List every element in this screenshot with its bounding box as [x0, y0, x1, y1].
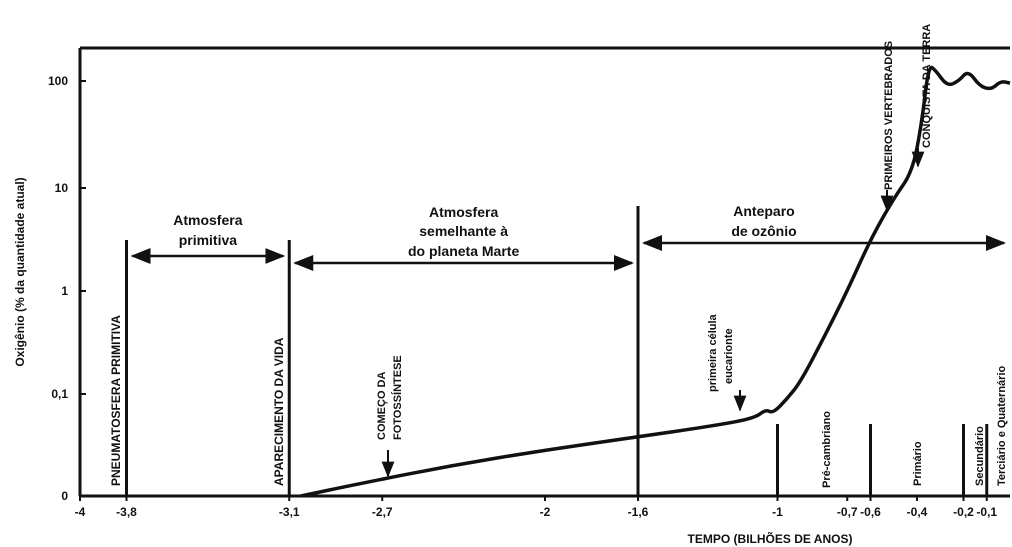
- oxygen-curve: [300, 65, 1011, 498]
- event-label-primeira-celula: primeira célula: [707, 313, 719, 392]
- region-label: Anteparo: [733, 203, 794, 219]
- region-label: Atmosfera: [173, 212, 242, 228]
- x-tick-label: -1,6: [628, 505, 649, 519]
- region-label: semelhante à: [419, 223, 508, 239]
- y-tick-label: 0,1: [51, 387, 68, 401]
- event-label-comeco: COMEÇO DA: [376, 372, 388, 441]
- x-tick-label: -0,6: [860, 505, 881, 519]
- era-label-primario: Primário: [912, 441, 924, 486]
- y-tick-label: 100: [48, 74, 68, 88]
- x-tick-label: -2,7: [372, 505, 393, 519]
- x-tick-label: -1: [772, 505, 783, 519]
- event-label-eucarionte: eucarionte: [723, 328, 735, 384]
- x-tick-label: -0,1: [976, 505, 997, 519]
- x-tick-label: -0,2: [953, 505, 974, 519]
- era-label-precambriano: Pré-cambriano: [821, 411, 833, 488]
- y-tick-label: 1: [61, 284, 68, 298]
- event-label-conquista: CONQUISTA DA TERRA: [921, 24, 933, 148]
- event-label-aparecimento: APARECIMENTO DA VIDA: [272, 337, 286, 486]
- event-label-pneumatosfera: PNEUMATOSFERA PRIMITIVA: [109, 315, 123, 486]
- x-tick-label: -2: [540, 505, 551, 519]
- x-tick-label: -3,8: [116, 505, 137, 519]
- region-label: primitiva: [179, 232, 238, 248]
- x-axis-title: TEMPO (BILHÕES DE ANOS): [688, 531, 853, 546]
- region-label: Atmosfera: [429, 204, 498, 220]
- x-tick-label: -3,1: [279, 505, 300, 519]
- era-label-secundario: Secundário: [974, 426, 986, 486]
- y-tick-label: 10: [55, 181, 69, 195]
- era-label-terciario: Terciário e Quaternário: [996, 365, 1008, 486]
- event-label-vertebrados: PRIMEIROS VERTEBRADOS: [883, 41, 895, 190]
- x-tick-label: -4: [75, 505, 86, 519]
- y-tick-label: 0: [61, 489, 68, 503]
- y-axis-title: Oxigênio (% da quantidade atual): [13, 177, 27, 366]
- event-label-fotossintese: FOTOSSÍNTESE: [391, 355, 404, 440]
- x-tick-label: -0,7: [837, 505, 858, 519]
- region-label: de ozônio: [731, 223, 796, 239]
- x-tick-label: -0,4: [907, 505, 928, 519]
- region-label: do planeta Marte: [408, 243, 519, 259]
